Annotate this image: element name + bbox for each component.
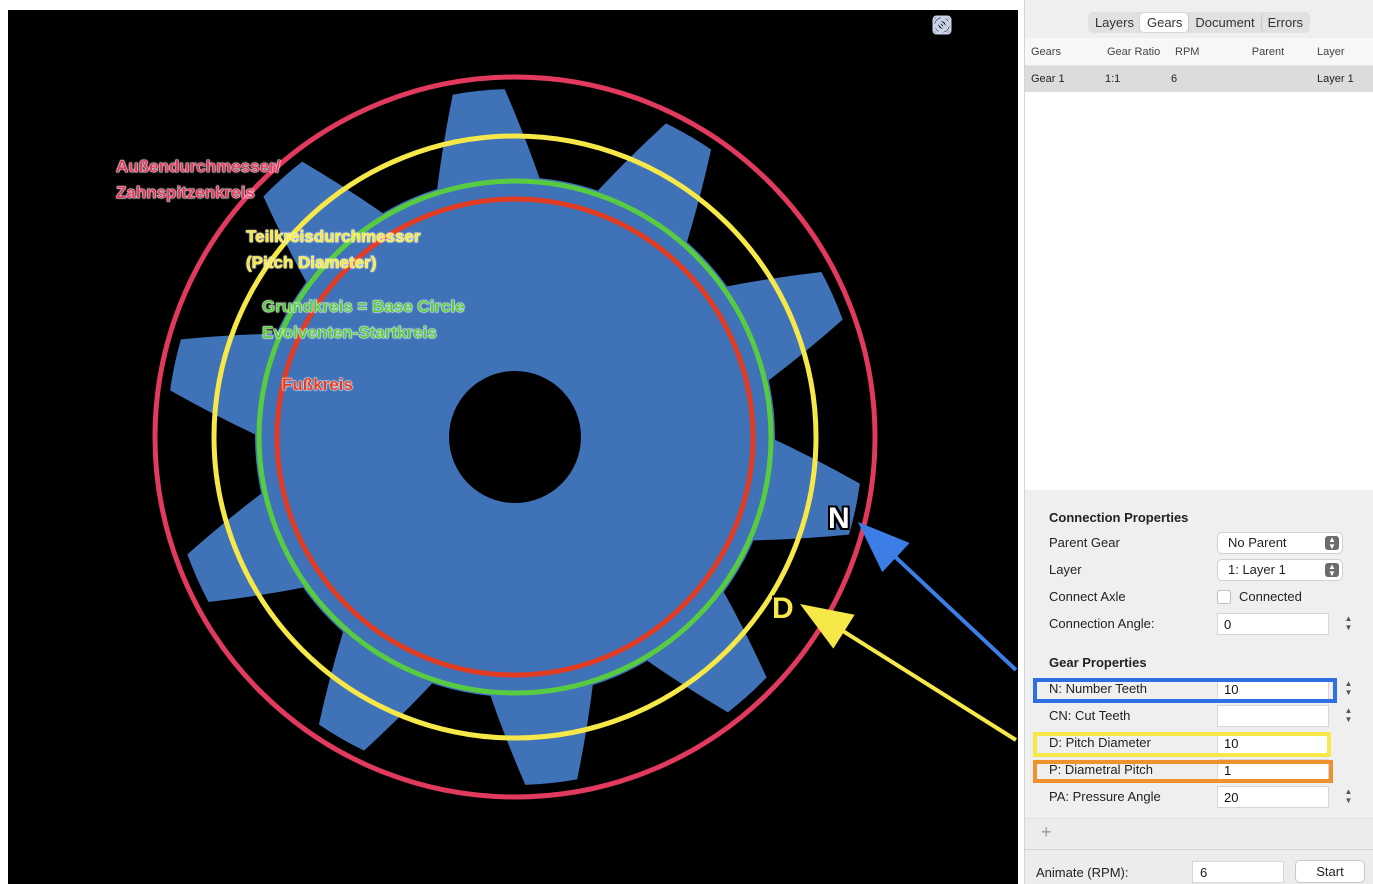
cell-rpm: 6 bbox=[1171, 73, 1178, 85]
gear-tooth bbox=[436, 89, 542, 196]
animate-bar: Animate (RPM): 6 Start bbox=[1025, 849, 1373, 884]
base-circle bbox=[256, 178, 774, 696]
gear-tooth bbox=[488, 678, 594, 785]
cut-teeth-row: CN: Cut Teeth ▲ ▼ bbox=[1025, 704, 1373, 731]
add-bar: + bbox=[1025, 818, 1373, 848]
add-gear-button[interactable]: + bbox=[1041, 822, 1052, 842]
gear-properties-title: Gear Properties bbox=[1049, 655, 1147, 670]
cut-teeth-input[interactable] bbox=[1217, 705, 1329, 727]
cut-teeth-label: CN: Cut Teeth bbox=[1049, 708, 1131, 723]
animate-rpm-input[interactable]: 6 bbox=[1192, 861, 1284, 883]
connection-angle-stepper[interactable]: ▲ ▼ bbox=[1344, 614, 1353, 632]
tab-layers[interactable]: Layers bbox=[1094, 15, 1134, 30]
cell-layer: Layer 1 bbox=[1317, 73, 1354, 85]
gear-tooth bbox=[318, 625, 437, 751]
tabs-segmented-control: Layers Gears Document Errors bbox=[1087, 12, 1311, 33]
connection-angle-label: Connection Angle: bbox=[1049, 616, 1155, 631]
animate-rpm-label: Animate (RPM): bbox=[1036, 865, 1129, 880]
parent-gear-select[interactable]: No Parent ▲ ▼ bbox=[1217, 532, 1343, 554]
diametral-pitch-row: P: Diametral Pitch 1 bbox=[1025, 758, 1373, 785]
table-header: Gears Gear Ratio RPM Parent Layer bbox=[1025, 38, 1373, 66]
connect-axle-label: Connect Axle bbox=[1049, 589, 1126, 604]
connection-properties-title: Connection Properties bbox=[1049, 510, 1189, 525]
cell-gear: Gear 1 bbox=[1031, 73, 1065, 85]
pitch-diameter-row: D: Pitch Diameter 10 bbox=[1025, 731, 1373, 758]
base-circle-annotation: Grundkreis = Base Circle Evolventen-Star… bbox=[262, 297, 465, 343]
layer-label: Layer bbox=[1049, 562, 1082, 577]
tab-errors[interactable]: Errors bbox=[1260, 13, 1309, 32]
tab-document[interactable]: Document bbox=[1188, 13, 1260, 32]
n-marker-label: N bbox=[828, 502, 850, 535]
number-teeth-label: N: Number Teeth bbox=[1049, 681, 1148, 696]
pressure-angle-label: PA: Pressure Angle bbox=[1049, 789, 1161, 804]
connected-checkbox-label[interactable]: Connected bbox=[1239, 589, 1302, 604]
pressure-angle-input[interactable]: 20 bbox=[1217, 786, 1329, 808]
pitch-diameter-input[interactable]: 10 bbox=[1217, 732, 1329, 754]
column-header-gears[interactable]: Gears bbox=[1031, 45, 1061, 58]
gear-tooth bbox=[720, 272, 843, 385]
gears-table: Gears Gear Ratio RPM Parent Layer Gear 1… bbox=[1025, 38, 1373, 490]
pitch-diameter-annotation: Teilkreisdurchmesser (Pitch Diameter) bbox=[246, 227, 421, 273]
gear-tooth bbox=[187, 489, 310, 602]
number-teeth-stepper[interactable]: ▲ ▼ bbox=[1344, 679, 1353, 697]
gear-bore-hole bbox=[449, 371, 581, 503]
tab-gears[interactable]: Gears bbox=[1139, 13, 1189, 32]
canvas-toolbar bbox=[932, 15, 1010, 35]
outer-circle bbox=[152, 74, 878, 800]
outer-diameter-annotation: Außendurchmesser/ Zahnspitzenkreis bbox=[116, 157, 281, 203]
link-icon[interactable] bbox=[933, 15, 981, 35]
pitch-circle bbox=[211, 133, 819, 741]
layer-value: 1: Layer 1 bbox=[1228, 562, 1286, 577]
connect-axle-row: Connect Axle Connected bbox=[1025, 585, 1373, 612]
connection-angle-row: Connection Angle: 0 ▲ ▼ bbox=[1025, 612, 1373, 639]
gear-tooth bbox=[641, 586, 767, 713]
chevron-updown-icon: ▲ ▼ bbox=[1325, 536, 1339, 551]
root-circle-annotation: Fußkreis bbox=[282, 375, 353, 395]
gear-tooth bbox=[593, 123, 712, 249]
gear-tooth bbox=[170, 333, 284, 438]
connection-angle-input[interactable]: 0 bbox=[1217, 613, 1329, 635]
gear-tooth bbox=[746, 436, 860, 541]
canvas-area: Außendurchmesser/ Zahnspitzenkreis Teilk… bbox=[8, 10, 1018, 884]
parent-gear-value: No Parent bbox=[1228, 535, 1287, 550]
parent-gear-row: Parent Gear No Parent ▲ ▼ bbox=[1025, 531, 1373, 558]
column-header-parent[interactable]: Parent bbox=[1251, 45, 1285, 58]
pressure-angle-stepper[interactable]: ▲ ▼ bbox=[1344, 787, 1353, 805]
number-teeth-row: N: Number Teeth 10 ▲ ▼ bbox=[1025, 677, 1373, 704]
cut-teeth-stepper[interactable]: ▲ ▼ bbox=[1344, 706, 1353, 724]
start-button[interactable]: Start bbox=[1295, 860, 1365, 883]
pitch-diameter-label: D: Pitch Diameter bbox=[1049, 735, 1151, 750]
table-row[interactable]: Gear 1 1:1 6 Layer 1 bbox=[1025, 66, 1373, 92]
diametral-pitch-label: P: Diametral Pitch bbox=[1049, 762, 1154, 777]
pressure-angle-row: PA: Pressure Angle 20 ▲ ▼ bbox=[1025, 785, 1373, 812]
tab-bar: Layers Gears Document Errors bbox=[1025, 12, 1373, 33]
layer-select[interactable]: 1: Layer 1 ▲ ▼ bbox=[1217, 559, 1343, 581]
number-teeth-input[interactable]: 10 bbox=[1217, 678, 1329, 700]
chevron-updown-icon: ▲ ▼ bbox=[1325, 563, 1339, 578]
properties-panel: Connection Properties Parent Gear No Par… bbox=[1025, 494, 1373, 844]
column-header-layer[interactable]: Layer bbox=[1317, 45, 1345, 58]
layer-row: Layer 1: Layer 1 ▲ ▼ bbox=[1025, 558, 1373, 585]
cell-gear-ratio: 1:1 bbox=[1105, 73, 1121, 85]
d-marker-label: D bbox=[772, 592, 794, 625]
square-circle-icon[interactable] bbox=[932, 15, 1010, 35]
gear-tooth bbox=[263, 161, 389, 288]
column-header-gear-ratio[interactable]: Gear Ratio bbox=[1107, 45, 1161, 58]
diametral-pitch-input[interactable]: 1 bbox=[1217, 759, 1329, 781]
gear-drawing[interactable] bbox=[8, 10, 1018, 884]
gear-canvas[interactable]: Außendurchmesser/ Zahnspitzenkreis Teilk… bbox=[8, 10, 1018, 884]
parent-gear-label: Parent Gear bbox=[1049, 535, 1120, 550]
root-circle bbox=[274, 196, 756, 678]
column-header-rpm[interactable]: RPM bbox=[1175, 45, 1200, 58]
connected-checkbox[interactable] bbox=[1217, 590, 1231, 604]
inspector-sidebar: Layers Gears Document Errors Gears Gear … bbox=[1024, 0, 1373, 884]
